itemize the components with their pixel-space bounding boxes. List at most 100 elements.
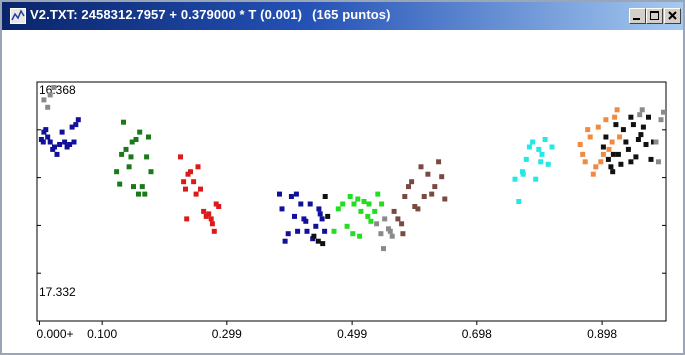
x-tick-label: 0.898 — [587, 327, 617, 341]
data-point — [533, 176, 539, 182]
data-point — [317, 211, 323, 217]
data-point — [303, 218, 309, 224]
data-point — [288, 194, 294, 199]
data-point — [47, 92, 53, 98]
data-point — [625, 146, 631, 152]
data-point — [409, 179, 415, 185]
data-point — [429, 191, 435, 197]
data-point — [319, 216, 325, 222]
data-point — [144, 154, 150, 160]
data-point — [40, 139, 46, 145]
data-point — [128, 154, 134, 160]
data-point — [612, 114, 618, 120]
data-point — [54, 151, 60, 157]
data-point — [62, 139, 68, 145]
data-point — [142, 191, 148, 197]
data-point — [131, 184, 136, 190]
data-point — [279, 206, 285, 212]
data-point — [387, 228, 393, 234]
data-point — [400, 231, 406, 237]
data-point — [133, 137, 139, 142]
data-point — [615, 151, 621, 157]
data-point — [530, 139, 536, 145]
data-point — [639, 107, 645, 113]
data-point — [656, 159, 661, 165]
maximize-button[interactable] — [646, 8, 663, 24]
close-button[interactable] — [664, 8, 681, 24]
data-point — [614, 107, 620, 113]
x-tick-label: 0.698 — [462, 327, 492, 341]
data-point — [277, 191, 282, 197]
data-point — [366, 201, 372, 207]
data-point — [381, 246, 386, 252]
data-point — [206, 211, 212, 217]
data-point — [582, 159, 588, 165]
data-point — [208, 216, 214, 222]
data-point — [146, 134, 151, 140]
data-point — [178, 154, 183, 160]
x-tick-marks — [39, 321, 603, 325]
data-point — [365, 213, 371, 219]
data-point — [402, 194, 408, 199]
data-point — [45, 104, 51, 110]
data-point — [117, 181, 123, 187]
data-point — [633, 154, 639, 160]
data-point — [436, 159, 442, 165]
data-point — [313, 223, 319, 229]
data-point — [399, 221, 405, 227]
data-point — [389, 233, 395, 239]
data-point — [643, 142, 649, 147]
app-icon — [10, 8, 26, 24]
data-point — [542, 137, 548, 142]
data-point — [661, 109, 666, 115]
data-point — [216, 204, 222, 209]
data-point — [609, 139, 615, 145]
light-curve-plot[interactable]: 16.368 17.332 0.000+ 0.100 0.299 0.499 0.698… — [2, 30, 683, 353]
data-point — [442, 196, 448, 202]
data-point — [638, 132, 644, 138]
data-point — [593, 164, 599, 170]
data-point — [148, 169, 154, 175]
data-point — [549, 144, 555, 150]
data-point — [307, 201, 313, 207]
data-point — [374, 221, 380, 227]
data-point — [52, 144, 57, 150]
data-point — [139, 184, 145, 190]
data-point — [418, 164, 424, 170]
data-point — [658, 117, 664, 123]
data-point — [598, 159, 604, 165]
data-point — [188, 169, 193, 175]
data-point — [623, 139, 629, 145]
data-point — [119, 151, 125, 157]
data-point — [526, 144, 532, 150]
y-top-label: 16.368 — [39, 83, 76, 97]
data-point — [292, 213, 297, 219]
data-point — [415, 206, 421, 212]
data-point — [358, 208, 364, 214]
data-point — [605, 156, 611, 162]
data-point — [595, 124, 601, 130]
data-point — [298, 201, 304, 207]
data-point — [368, 218, 374, 224]
data-point — [585, 127, 591, 133]
data-point — [355, 196, 361, 202]
data-points — [38, 85, 666, 252]
minimize-button[interactable] — [629, 8, 646, 24]
data-point — [516, 199, 522, 204]
data-point — [201, 208, 207, 214]
data-point — [45, 134, 51, 140]
y-bottom-label: 17.332 — [39, 285, 76, 299]
data-point — [512, 176, 518, 182]
data-point — [311, 233, 317, 239]
data-point — [75, 117, 81, 123]
data-point — [610, 169, 616, 175]
data-point — [536, 146, 542, 152]
data-point — [577, 142, 583, 147]
data-point — [587, 134, 593, 140]
data-point — [523, 156, 529, 162]
data-point — [282, 238, 288, 244]
data-point — [603, 134, 609, 140]
title-bar[interactable]: V2.TXT: 2458312.7957 + 0.379000 * T (0.0… — [2, 2, 683, 30]
data-point — [316, 206, 322, 212]
